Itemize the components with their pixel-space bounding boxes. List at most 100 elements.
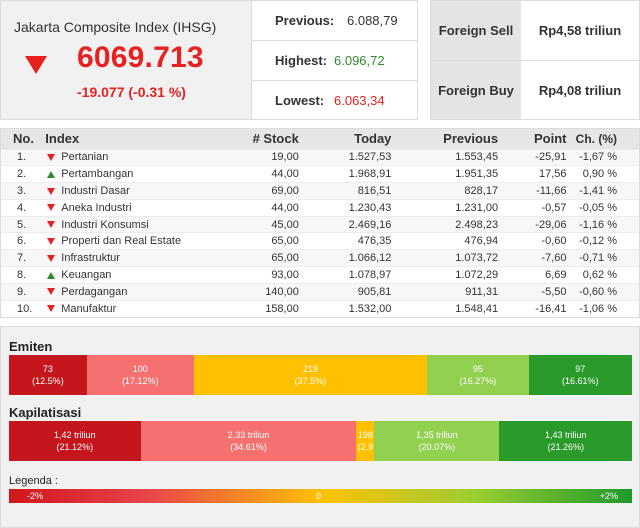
cell-index: Aneka Industri (45, 198, 207, 217)
table-header-row: No. Index # Stock Today Previous Point C… (1, 129, 639, 149)
cell-stock: 65,00 (206, 249, 299, 267)
index-summary-box: Jakarta Composite Index (IHSG) 6069.713 … (0, 0, 252, 120)
stat-lowest-label: Lowest: (275, 93, 325, 108)
table-row: 4. Aneka Industri 44,00 1.230,43 1.231,00 -0,… (1, 198, 639, 217)
emiten-segment-value: 73 (42, 364, 53, 374)
cell-today: 816,51 (298, 182, 392, 200)
cell-point: 17,56 (498, 165, 567, 183)
cell-index: Manufaktur (45, 299, 207, 317)
cell-today: 905,81 (298, 282, 392, 301)
down-triangle-icon (47, 305, 56, 313)
legend-mid-label: 0 (316, 491, 322, 501)
up-triangle-icon (47, 271, 56, 279)
cell-index: Properti dan Real Estate (45, 232, 207, 250)
table-row: 10. Manufaktur 158,00 1.532,00 1.548,41 -16,4… (1, 299, 639, 317)
cell-stock: 140,00 (206, 282, 299, 301)
cell-stock: 65,00 (206, 232, 299, 250)
index-value: 6069.713 (77, 41, 204, 74)
cell-point: -29,06 (498, 215, 567, 233)
kapitalisasi-segment: 1,42 triliun (21.12%) (9, 421, 141, 461)
stat-highest-label: Highest: (275, 53, 327, 68)
kapitalisasi-segment-pct: (21.26%) (547, 442, 584, 452)
kapitalisasi-segment-pct: (2.9 (357, 442, 374, 452)
kapitalisasi-segment-value: 1,43 triliun (544, 430, 587, 440)
cell-no: 4. (1, 198, 46, 217)
emiten-segment-pct: (17.12%) (121, 376, 159, 386)
cell-today: 2.469,16 (298, 215, 392, 233)
cell-previous: 1.553,45 (391, 148, 499, 166)
cell-today: 1.532,00 (298, 299, 392, 317)
emiten-segment-value: 219 (302, 364, 318, 374)
cell-stock: 158,00 (206, 299, 299, 317)
foreign-sell-label: Foreign Sell (431, 1, 521, 60)
kapitalisasi-segment: 2,33 triliun (34.61%) (140, 421, 357, 461)
cell-index-name: Keuangan (61, 269, 112, 282)
down-triangle-icon (47, 288, 56, 296)
stat-highest: Highest: 6.096,72 (252, 41, 418, 81)
cell-index: Infrastruktur (45, 249, 207, 267)
down-triangle-icon (47, 187, 56, 195)
header-previous: Previous (391, 129, 499, 149)
cell-no: 1. (1, 148, 46, 166)
foreign-buy-row: Foreign Buy Rp4,08 triliun (431, 60, 639, 119)
down-triangle-icon (47, 204, 56, 212)
cell-index-name: Infrastruktur (61, 252, 120, 265)
cell-change-pct: -0,12 % (566, 232, 639, 250)
cell-stock: 44,00 (206, 198, 299, 217)
stat-previous-value: 6.088,79 (347, 13, 398, 28)
stat-lowest-value: 6.063,34 (334, 93, 385, 108)
cell-previous: 2.498,23 (391, 215, 499, 233)
cell-no: 2. (1, 165, 46, 183)
emiten-segment: 95 (16.27%) (427, 355, 529, 395)
cell-stock: 69,00 (206, 182, 299, 200)
legend-min-label: -2% (27, 491, 44, 501)
stat-highest-value: 6.096,72 (334, 53, 385, 68)
kapitalisasi-segment-value: 2,33 triliun (227, 430, 270, 440)
cell-point: -7,60 (498, 249, 567, 267)
cell-previous: 1.231,00 (391, 198, 499, 217)
cell-index-name: Pertanian (61, 151, 109, 164)
down-triangle-icon (47, 153, 56, 161)
cell-point: 6,69 (498, 266, 567, 284)
cell-today: 1.968,91 (298, 165, 392, 183)
kapitalisasi-bar: 1,42 triliun (21.12%) 2,33 triliun (34.61%)… (9, 421, 632, 461)
down-triangle-icon (25, 56, 47, 74)
emiten-segment-value: 97 (575, 364, 586, 374)
cell-today: 1.066,12 (298, 249, 392, 267)
header-no: No. (1, 129, 46, 149)
cell-today: 1.078,97 (298, 266, 392, 284)
cell-stock: 19,00 (206, 148, 299, 166)
cell-no: 3. (1, 182, 46, 200)
cell-index-name: Properti dan Real Estate (61, 235, 182, 248)
header-change-pct: Ch. (%) (566, 129, 639, 149)
emiten-segment-value: 95 (472, 364, 483, 374)
cell-index-name: Industri Konsumsi (61, 218, 149, 231)
cell-index: Perdagangan (45, 282, 207, 301)
up-triangle-icon (47, 170, 56, 178)
cell-change-pct: -1,16 % (566, 215, 639, 233)
kapitalisasi-segment-value: 1,42 triliun (54, 430, 96, 440)
table-row: 5. Industri Konsumsi 45,00 2.469,16 2.498,23… (1, 215, 639, 233)
emiten-segment-pct: (12.5%) (32, 376, 64, 386)
table-row: 9. Perdagangan 140,00 905,81 911,31 -5,50 -0,6… (1, 282, 639, 301)
emiten-segment-pct: (37.5%) (294, 376, 327, 386)
cell-previous: 1.951,35 (391, 165, 499, 183)
legend-title: Legenda : (9, 475, 58, 487)
cell-no: 8. (1, 266, 46, 284)
cell-previous: 476,94 (391, 232, 499, 250)
cell-index: Keuangan (45, 266, 207, 284)
cell-point: -5,50 (498, 282, 567, 301)
header-stock: # Stock (206, 129, 299, 149)
cell-index-name: Pertambangan (61, 168, 134, 181)
index-title: Jakarta Composite Index (IHSG) (14, 19, 217, 35)
foreign-sell-value: Rp4,58 triliun (521, 1, 639, 60)
cell-index: Pertanian (45, 148, 207, 166)
kapitalisasi-segment: 1,43 triliun (21.26%) (499, 421, 632, 461)
header-index: Index (45, 129, 207, 149)
sector-index-table: No. Index # Stock Today Previous Point C… (0, 128, 640, 318)
legend-max-label: +2% (599, 491, 618, 501)
table-row: 7. Infrastruktur 65,00 1.066,12 1.073,72 -7,6… (1, 249, 639, 267)
table-row: 6. Properti dan Real Estate 65,00 476,35 476… (1, 232, 639, 250)
stat-previous-label: Previous: (275, 13, 335, 28)
cell-change-pct: -0,05 % (566, 198, 639, 217)
